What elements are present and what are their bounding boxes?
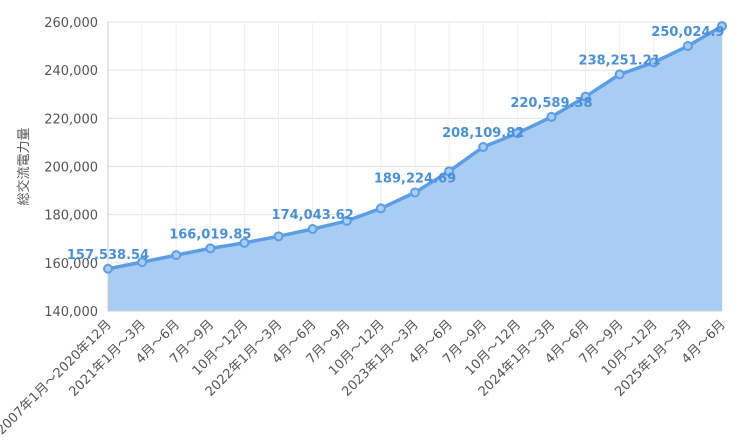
data-label: 166,019.85 (169, 227, 251, 242)
data-point (137, 257, 148, 268)
data-points (103, 21, 727, 274)
axes (107, 22, 722, 312)
y-tick-labels: 140,000 160,000 180,000 200,000 220,000 240,0… (44, 16, 98, 320)
x-tick-labels: 2007年1月〜2020年12月2021年1月〜3月4月〜6月7月〜9月10月〜… (0, 317, 729, 438)
data-point (410, 187, 420, 198)
data-point (478, 141, 489, 152)
data-label: 220,589.38 (510, 96, 592, 111)
data-point (444, 166, 455, 177)
data-label: 174,043.62 (272, 208, 354, 223)
data-point (239, 237, 250, 248)
data-point (171, 250, 182, 261)
data-label: 157,538.54 (67, 248, 149, 263)
data-label: 208,109.82 (442, 126, 524, 141)
y-tick-label: 160,000 (44, 257, 98, 272)
data-point (614, 69, 625, 80)
data-point (103, 263, 113, 274)
data-point (682, 41, 693, 52)
data-point (341, 215, 352, 226)
data-point (512, 128, 523, 139)
data-point (580, 91, 591, 102)
y-tick-label: 180,000 (44, 209, 98, 224)
y-tick-label: 260,000 (44, 16, 98, 31)
data-point (648, 57, 659, 68)
data-point (375, 203, 386, 214)
data-label: 189,224.69 (374, 171, 456, 186)
data-point (546, 111, 557, 122)
data-point (205, 243, 216, 254)
y-tick-label: 200,000 (44, 161, 98, 176)
data-point (717, 21, 727, 32)
y-axis-label: 総交流電力量 (16, 127, 32, 205)
data-label: 250,024.9 (651, 25, 724, 40)
data-point (307, 224, 318, 235)
data-labels: 157,538.54 166,019.85 174,043.62 189,224.69… (67, 25, 725, 263)
data-label: 238,251.21 (579, 53, 661, 68)
y-tick-label: 140,000 (44, 305, 98, 320)
data-point (273, 231, 284, 242)
y-tick-label: 220,000 (44, 112, 98, 127)
y-tick-label: 240,000 (44, 64, 98, 79)
